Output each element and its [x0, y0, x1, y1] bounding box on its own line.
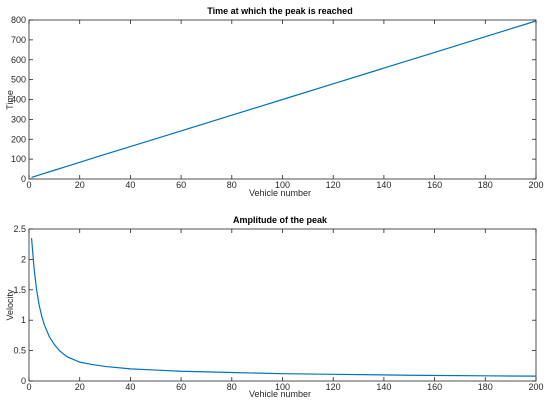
chart-title: Time at which the peak is reached	[207, 6, 352, 16]
chart-amplitude-peak: Amplitude of the peak 0 20 40 60 80 100 120 140…	[5, 215, 544, 399]
y-tick-label: 100	[11, 154, 26, 164]
x-tick-label: 180	[478, 180, 493, 190]
y-tick-label: 0	[21, 174, 26, 184]
x-tick-label: 100	[275, 382, 290, 392]
y-tick-label: 2.5	[13, 224, 26, 234]
x-tick-label: 20	[75, 180, 85, 190]
y-tick-label: 400	[11, 95, 26, 105]
x-tick-label: 200	[528, 180, 543, 190]
y-tick-label: 1.5	[13, 285, 26, 295]
x-tick-label: 60	[176, 180, 186, 190]
x-tick-label: 80	[227, 382, 237, 392]
y-tick-label: 200	[11, 134, 26, 144]
tick-group: 0 20 40 60 80 100 120 140 160 180 200 0 0.5 1 1.5 2 2.5	[13, 224, 543, 392]
x-tick-label: 0	[26, 180, 31, 190]
y-tick-label: 300	[11, 114, 26, 124]
x-axis-label: Vehicle number	[249, 188, 311, 198]
x-tick-label: 200	[528, 382, 543, 392]
tick-group: 0 20 40 60 80 100 120 140 160 180 200 0 100 200 300 400…	[11, 15, 544, 190]
y-tick-label: 700	[11, 35, 26, 45]
x-tick-label: 120	[326, 382, 341, 392]
x-tick-label: 180	[478, 382, 493, 392]
series-line-velocity	[30, 238, 537, 377]
x-tick-label: 140	[376, 180, 391, 190]
chart-title: Amplitude of the peak	[233, 215, 328, 225]
x-tick-label: 0	[26, 382, 31, 392]
x-tick-label: 40	[125, 382, 135, 392]
y-axis-label: Time	[5, 90, 15, 110]
x-tick-label: 160	[427, 382, 442, 392]
y-tick-label: 800	[11, 15, 26, 25]
x-tick-label: 60	[176, 382, 186, 392]
plot-area	[28, 228, 537, 382]
y-tick-label: 0.5	[13, 346, 26, 356]
y-tick-label: 600	[11, 55, 26, 65]
x-tick-label: 40	[125, 180, 135, 190]
series-line-time	[31, 20, 537, 178]
x-tick-label: 120	[326, 180, 341, 190]
y-tick-label: 2	[21, 254, 26, 264]
y-tick-label: 0	[21, 376, 26, 386]
chart-time-peak: Time at which the peak is reached 0 20 40 6…	[5, 6, 544, 198]
x-tick-label: 20	[75, 382, 85, 392]
x-tick-label: 160	[427, 180, 442, 190]
x-tick-label: 100	[275, 180, 290, 190]
x-tick-label: 140	[376, 382, 391, 392]
x-tick-label: 80	[227, 180, 237, 190]
y-tick-label: 1	[21, 315, 26, 325]
x-axis-label: Vehicle number	[249, 389, 311, 399]
y-axis-label: Velocity	[5, 289, 15, 321]
y-tick-label: 500	[11, 75, 26, 85]
